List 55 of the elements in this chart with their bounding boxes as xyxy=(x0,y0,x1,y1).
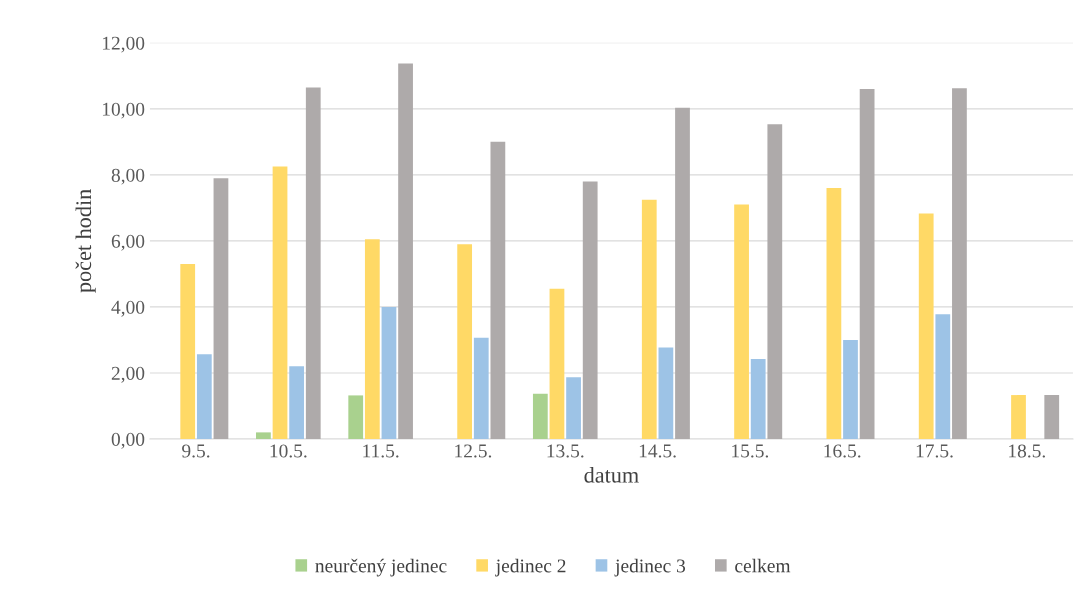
legend-label: jedinec 2 xyxy=(495,558,566,577)
legend-label: celkem xyxy=(735,558,791,573)
bar xyxy=(658,347,674,439)
y-tick-label: 12,00 xyxy=(102,36,145,53)
x-tick-label: 13.5. xyxy=(547,444,584,458)
bar xyxy=(256,432,271,439)
bar xyxy=(549,288,565,439)
bar xyxy=(826,188,842,439)
x-tick-label: 15.5. xyxy=(732,444,769,458)
bar xyxy=(1011,395,1026,439)
bar xyxy=(1044,395,1060,439)
bar xyxy=(364,239,380,439)
bar xyxy=(272,166,288,439)
y-tick-label: 10,00 xyxy=(102,102,145,119)
bar xyxy=(473,337,489,439)
bar xyxy=(952,88,967,439)
bar xyxy=(213,178,229,439)
bar xyxy=(918,213,934,439)
y-tick-label: 6,00 xyxy=(111,234,145,251)
bar xyxy=(305,87,321,439)
x-tick-label: 14.5. xyxy=(639,444,676,458)
bar xyxy=(843,339,858,439)
legend-label: neurčený jedinec xyxy=(315,558,447,577)
x-tick-label: 18.5. xyxy=(1009,444,1045,458)
bar xyxy=(381,306,397,439)
bar xyxy=(935,314,951,439)
y-tick-label: 2,00 xyxy=(111,366,145,383)
x-tick-label: 17.5. xyxy=(916,444,953,458)
x-tick-label: 12.5. xyxy=(455,444,492,458)
bar xyxy=(641,199,657,439)
bar xyxy=(532,393,548,439)
x-axis-title: datum xyxy=(584,467,639,483)
bar xyxy=(767,124,783,439)
bar xyxy=(457,244,473,439)
y-tick-label: 4,00 xyxy=(111,300,145,317)
y-tick-label: 0,00 xyxy=(111,432,145,449)
y-axis-title: počet hodin xyxy=(75,189,96,293)
legend-label: jedinec 3 xyxy=(614,558,686,577)
bar xyxy=(675,107,690,439)
bar xyxy=(859,89,875,439)
x-tick-label: 10.5. xyxy=(270,444,307,458)
bar xyxy=(566,377,581,439)
x-tick-label: 16.5. xyxy=(824,444,861,458)
bar xyxy=(398,63,413,439)
y-tick-label: 8,00 xyxy=(111,168,145,185)
bar xyxy=(734,204,749,439)
bar xyxy=(582,181,598,439)
bar xyxy=(750,359,766,439)
bar xyxy=(180,264,196,439)
x-tick-label: 11.5. xyxy=(363,444,399,458)
bar xyxy=(490,141,506,439)
bar xyxy=(289,366,305,439)
bar xyxy=(196,354,212,439)
bar xyxy=(348,395,364,439)
x-tick-label: 9.5. xyxy=(182,444,210,458)
